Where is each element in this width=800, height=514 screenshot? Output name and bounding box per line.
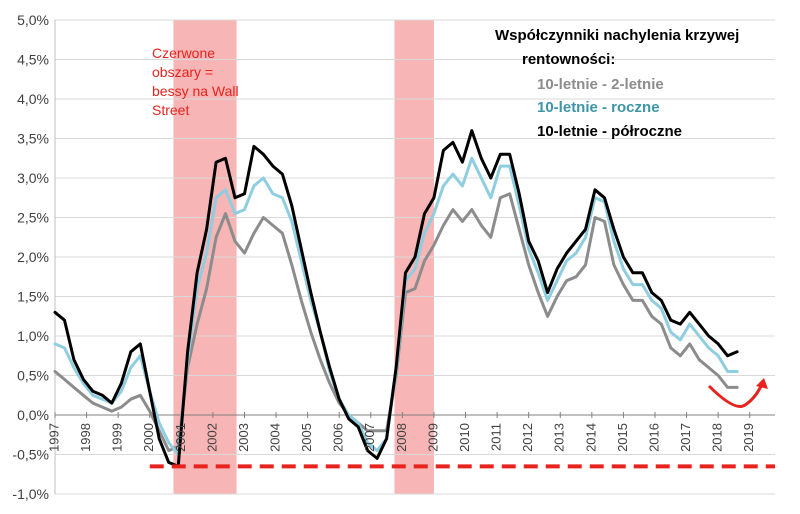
legend-title-line-1: Współczynniki nachylenia krzywej [495, 27, 739, 44]
x-tick-label: 2002 [204, 423, 219, 452]
y-tick-label: 1,0% [17, 328, 49, 344]
tick-labels: -1,0% -0,5% 0,0% 0,5% 1,0% 1,5% 2,0% 2,5% 3,0% 3,… [12, 12, 756, 502]
legend-title-line-2: rentowności: [522, 51, 615, 68]
y-tick-label: 3,5% [17, 131, 49, 147]
x-tick-label: 2011 [489, 423, 504, 451]
x-tick-label: 2005 [299, 423, 314, 452]
x-tick-label: 2007 [362, 423, 377, 452]
x-tick-label: 2000 [141, 423, 156, 452]
trend-reversal-arrow [707, 378, 768, 408]
legend-entry-10y-2y: 10-letnie - 2-letnie [537, 76, 664, 93]
legend-entry-10y-1y: 10-letnie - roczne [537, 99, 660, 116]
x-tick-label: 2014 [583, 423, 598, 452]
y-tick-label: -0,5% [12, 447, 49, 463]
y-tick-label: 0,5% [17, 368, 49, 384]
trend-reversal-curve [707, 381, 765, 408]
x-tick-label: 2016 [646, 423, 661, 452]
shade-annotation-line-4: Street [152, 102, 189, 118]
x-tick-label: 2018 [710, 423, 725, 452]
y-tick-label: 2,0% [17, 249, 49, 265]
y-tick-label: 2,5% [17, 210, 49, 226]
shade-annotation-line-3: bessy na Wall [152, 83, 239, 99]
x-tick-label: 2010 [457, 423, 472, 452]
x-tick-label: 2004 [267, 423, 282, 452]
shade-annotation-line-2: obszary = [152, 64, 213, 80]
legend-entry-10y-6m: 10-letnie - półroczne [537, 123, 682, 140]
shade-annotation-line-1: Czerwone [152, 45, 215, 61]
x-tick-label: 2001 [173, 423, 188, 452]
x-tick-label: 2015 [615, 423, 630, 452]
axes [54, 20, 775, 494]
x-tick-label: 1999 [110, 423, 125, 452]
x-tick-label: 2017 [678, 423, 693, 452]
y-tick-label: 0,0% [17, 407, 49, 423]
series-10y-6m-line [53, 129, 739, 468]
x-tick-label: 1997 [46, 423, 61, 452]
legend: Współczynniki nachylenia krzywej rentown… [495, 27, 739, 140]
y-tick-label: 4,5% [17, 52, 49, 68]
x-tick-label: 2003 [236, 423, 251, 452]
x-tick-label: 1998 [78, 423, 93, 452]
y-tick-label: 1,5% [17, 289, 49, 305]
x-tick-label: 2009 [425, 423, 440, 452]
x-tick-label: 2008 [394, 423, 409, 452]
y-tick-label: 5,0% [17, 12, 49, 28]
x-tick-label: 2019 [741, 423, 756, 452]
y-tick-label: -1,0% [12, 486, 49, 502]
x-tick-label: 2012 [520, 423, 535, 452]
series-lines [53, 129, 739, 468]
y-tick-label: 4,0% [17, 91, 49, 107]
x-tick-label: 2006 [331, 423, 346, 452]
x-tick-label: 2013 [552, 423, 567, 452]
y-tick-label: 3,0% [17, 170, 49, 186]
shade-annotation: Czerwone obszary = bessy na Wall Street [152, 45, 239, 118]
trend-reversal-arrowhead [756, 378, 768, 389]
